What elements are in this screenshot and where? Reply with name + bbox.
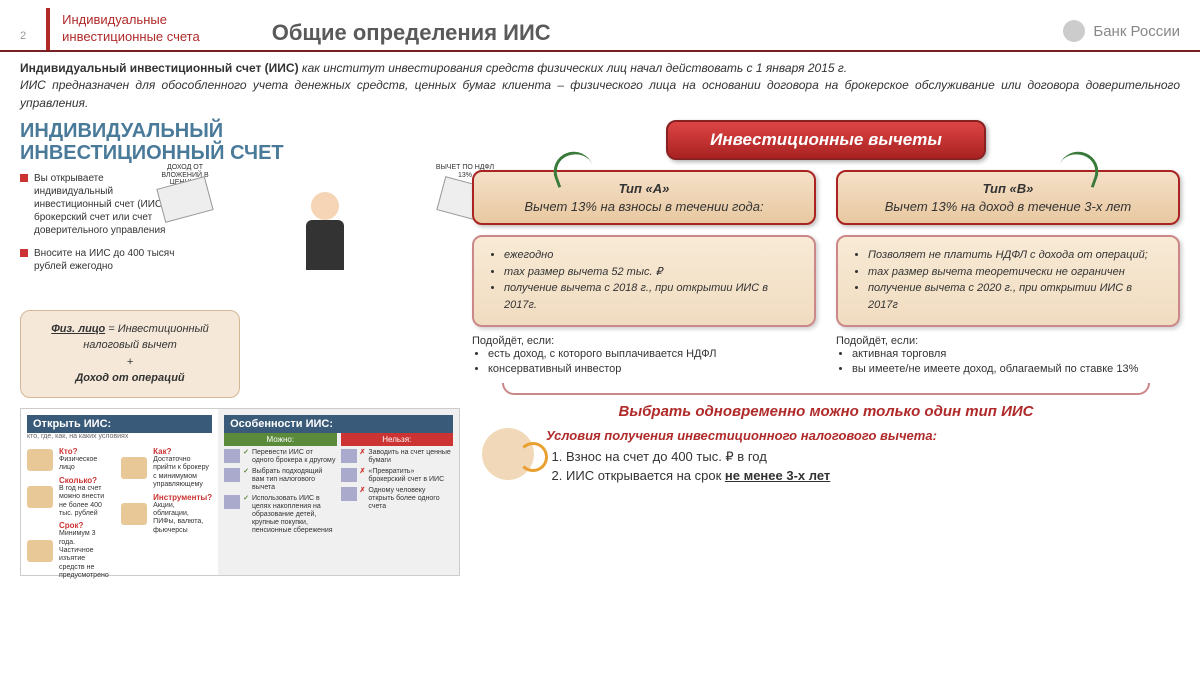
stock-icon: [341, 449, 357, 463]
scale-icon: [224, 468, 240, 482]
header: 2 Индивидуальные инвестиционные счета Об…: [0, 0, 1200, 52]
type-comparison: Тип «А»Вычет 13% на взносы в течении год…: [472, 170, 1180, 327]
bank-logo: Банк России: [1063, 8, 1180, 42]
person-icon: [121, 457, 147, 479]
piggy-icon: [224, 495, 240, 509]
page-title: Общие определения ИИС: [272, 8, 551, 46]
hand-icon: [27, 449, 53, 471]
iis-heading: ИНДИВИДУАЛЬНЫЙ ИНВЕСТИЦИОННЫЙ СЧЕТ: [20, 120, 460, 164]
account-icon: [341, 487, 357, 501]
tools-icon: [121, 503, 147, 525]
type-b-box: Тип «В»Вычет 13% на доход в течение 3-х …: [836, 170, 1180, 327]
square-icon: [20, 174, 28, 182]
page-number: 2: [20, 8, 26, 42]
section-tab: Индивидуальные инвестиционные счета: [46, 8, 212, 50]
person-illustration: ДОХОД ОТ ВЛОЖЕНИЙ В ЦЕННЫЕ БУМАГИ ВЫЧЕТ …: [190, 172, 460, 302]
open-iis-info: Открыть ИИС: кто, где, как, на каких усл…: [20, 408, 460, 576]
convert-icon: [341, 468, 357, 482]
clock-icon: [27, 540, 53, 562]
money-icon: [27, 486, 53, 508]
square-icon: [20, 249, 28, 257]
right-column: Инвестиционные вычеты Тип «А»Вычет 13% н…: [472, 120, 1180, 576]
choose-note: Выбрать одновременно можно только один т…: [472, 403, 1180, 420]
formula-box: Физ. лицо = Инвестиционный налоговый выч…: [20, 310, 240, 398]
logo-icon: [1063, 20, 1085, 42]
conditions-block: Условия получения инвестиционного налого…: [472, 428, 1180, 486]
bracket-icon: [502, 383, 1150, 395]
broker-icon: [224, 449, 240, 463]
intro-text: Индивидуальный инвестиционный счет (ИИС)…: [0, 52, 1200, 120]
deductions-header: Инвестиционные вычеты: [666, 120, 986, 160]
type-a-box: Тип «А»Вычет 13% на взносы в течении год…: [472, 170, 816, 327]
left-column: ИНДИВИДУАЛЬНЫЙ ИНВЕСТИЦИОННЫЙ СЧЕТ Вы от…: [20, 120, 460, 576]
bullet-item: Вносите на ИИС до 400 тысяч рублей ежего…: [20, 247, 180, 273]
iis-graphic: Вы открываете индивидуальный инвестицион…: [20, 172, 460, 302]
reader-icon: [482, 428, 534, 480]
suitability: Подойдёт, если: есть доход, с которого в…: [472, 335, 1180, 377]
